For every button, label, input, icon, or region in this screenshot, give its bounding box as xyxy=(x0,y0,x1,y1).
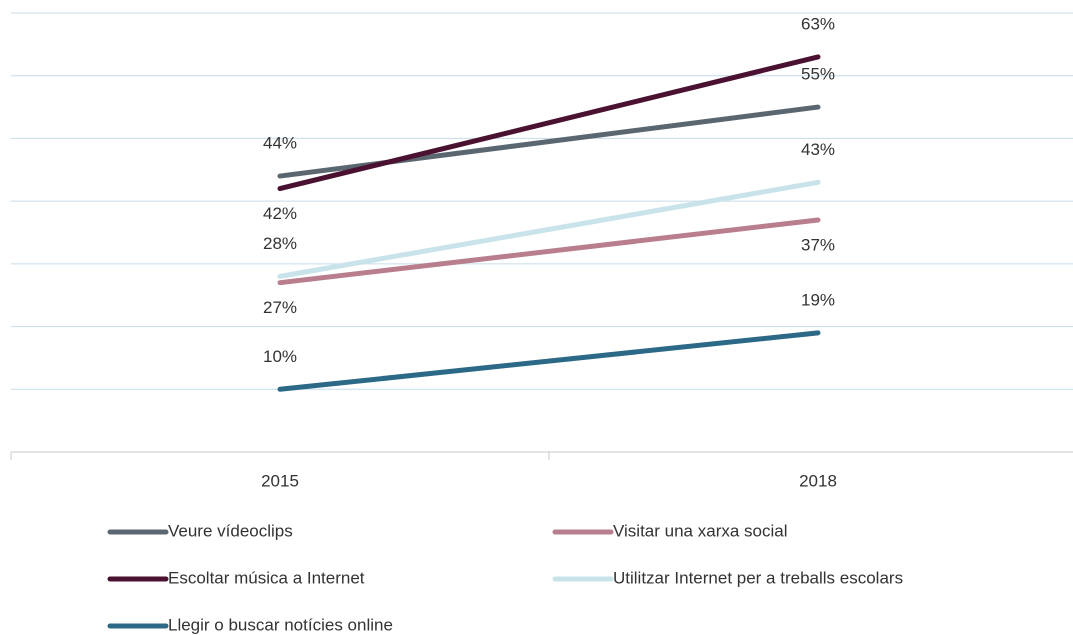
series-line xyxy=(277,54,821,192)
data-label: 28% xyxy=(263,234,297,253)
x-tick-label: 2015 xyxy=(261,471,299,490)
legend-label: Utilitzar Internet per a treballs escola… xyxy=(613,568,903,587)
legend-label: Visitar una xarxa social xyxy=(613,521,788,540)
data-label: 63% xyxy=(801,14,835,33)
series-line xyxy=(277,217,821,286)
series-line xyxy=(277,104,821,179)
legend-label: Veure vídeoclips xyxy=(168,521,293,540)
data-label: 19% xyxy=(801,290,835,309)
data-label: 44% xyxy=(263,134,297,153)
data-label: 10% xyxy=(263,347,297,366)
x-tick-label: 2018 xyxy=(799,471,837,490)
data-label: 43% xyxy=(801,140,835,159)
series-line xyxy=(277,179,821,279)
data-label: 42% xyxy=(263,204,297,223)
data-label: 27% xyxy=(263,298,297,317)
data-label: 37% xyxy=(801,235,835,254)
data-label: 55% xyxy=(801,65,835,84)
series-line xyxy=(277,330,821,392)
legend-label: Llegir o buscar notícies online xyxy=(168,615,393,634)
legend-label: Escoltar música a Internet xyxy=(168,568,365,587)
